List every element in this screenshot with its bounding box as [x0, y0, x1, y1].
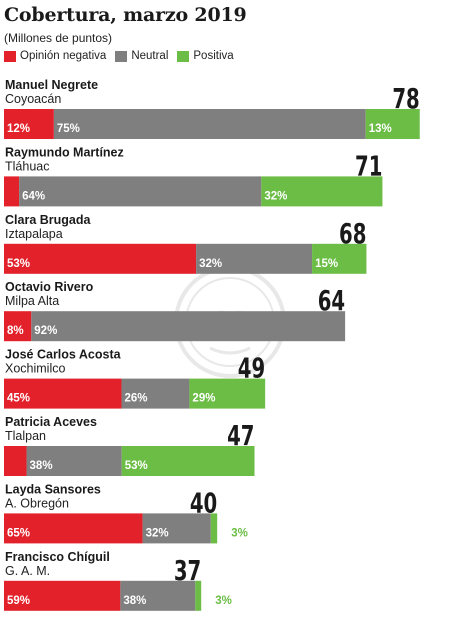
segment-label-neutral: 64%: [22, 190, 45, 202]
segment-label-negative: 59%: [7, 595, 30, 607]
bar-segment-neutral: [31, 311, 346, 342]
total-value: 40: [190, 487, 217, 519]
bar-segment-positive: [365, 109, 420, 139]
legend-swatch-neutral: [115, 50, 128, 62]
borough-name: A. Obregón: [5, 496, 69, 510]
total-value: 71: [355, 150, 382, 182]
segment-label-negative: 45%: [7, 393, 30, 405]
legend-label-neutral: Neutral: [131, 50, 169, 62]
segment-label-negative: 8%: [7, 325, 24, 337]
segment-label-positive: 3%: [231, 527, 248, 539]
bar-segment-negative: [4, 513, 143, 544]
legend-label-positive: Positiva: [193, 50, 234, 62]
borough-name: Xochimilco: [5, 362, 65, 376]
segment-label-positive: 53%: [125, 460, 148, 472]
legend-label-negative: Opinión negativa: [20, 50, 107, 62]
chart-title: Cobertura, marzo 2019: [4, 4, 247, 26]
borough-name: Milpa Alta: [5, 294, 59, 308]
legend-swatch-negative: [4, 50, 16, 62]
bar-segment-positive: [121, 446, 255, 476]
bar-segment-negative: [4, 109, 54, 139]
candidate-name: Layda Sansores: [5, 482, 101, 496]
bar-segment-negative: [4, 176, 20, 207]
segment-label-positive: 29%: [192, 393, 215, 405]
candidate-name: Clara Brugada: [5, 213, 91, 227]
borough-name: Iztapalapa: [5, 227, 63, 241]
bar-segment-negative: [4, 311, 32, 342]
legend-item-negative: Opinión negativa: [4, 50, 106, 62]
borough-name: Tláhuac: [5, 159, 49, 173]
segment-label-neutral: 26%: [125, 393, 148, 405]
segment-label-negative: 12%: [7, 123, 30, 135]
bar-segment-positive: [261, 176, 383, 207]
candidate-name: Patricia Aceves: [5, 415, 97, 429]
total-value: 49: [238, 352, 265, 384]
borough-name: Tlalpan: [5, 429, 46, 443]
bar-segment-neutral: [19, 176, 262, 207]
bar-segment-negative: [4, 580, 121, 611]
candidate-name: Manuel Negrete: [5, 78, 98, 92]
total-value: 68: [339, 217, 366, 249]
segment-label-negative: 65%: [7, 527, 30, 539]
segment-label-positive: 3%: [215, 595, 232, 607]
total-value: 78: [392, 83, 419, 115]
bar-segment-positive: [189, 378, 266, 409]
legend-item-neutral: Neutral: [115, 50, 168, 62]
segment-label-neutral: 32%: [199, 258, 222, 270]
segment-label-neutral: 92%: [34, 325, 57, 337]
bar-segment-neutral: [26, 446, 122, 476]
segment-label-neutral: 38%: [30, 460, 53, 472]
segment-label-positive: 32%: [264, 190, 287, 202]
bar-segment-positive: [195, 580, 202, 611]
segment-label-neutral: 32%: [146, 527, 169, 539]
candidate-name: Francisco Chíguil: [5, 550, 110, 564]
total-value: 64: [318, 285, 345, 317]
segment-label-negative: 53%: [7, 258, 30, 270]
candidate-name: Octavio Rivero: [5, 280, 94, 294]
bar-segment-negative: [4, 378, 122, 409]
candidate-name: Raymundo Martínez: [5, 145, 124, 159]
bar-segment-negative: [4, 243, 197, 274]
bar-segment-neutral: [196, 243, 313, 274]
segment-label-neutral: 38%: [123, 595, 146, 607]
total-value: 37: [174, 554, 201, 586]
total-value: 47: [227, 420, 254, 452]
legend-item-positive: Positiva: [177, 50, 234, 62]
candidate-name: José Carlos Acosta: [5, 348, 122, 362]
bar-segment-negative: [4, 446, 27, 476]
bar-segment-positive: [312, 243, 367, 274]
borough-name: Coyoacán: [5, 92, 61, 106]
segment-label-positive: 15%: [315, 258, 338, 270]
bar-segment-neutral: [120, 580, 196, 611]
bar-segment-neutral: [121, 378, 190, 409]
chart-subtitle: (Millones de puntos): [4, 31, 113, 45]
bar-segment-neutral: [53, 109, 366, 139]
bar-segment-neutral: [142, 513, 211, 544]
segment-label-neutral: 75%: [57, 123, 80, 135]
legend: Opinión negativa Neutral Positiva: [4, 49, 243, 63]
segment-label-positive: 13%: [369, 123, 392, 135]
bar-segment-positive: [210, 513, 218, 544]
legend-swatch-positive: [177, 50, 190, 62]
borough-name: G. A. M.: [5, 564, 50, 578]
